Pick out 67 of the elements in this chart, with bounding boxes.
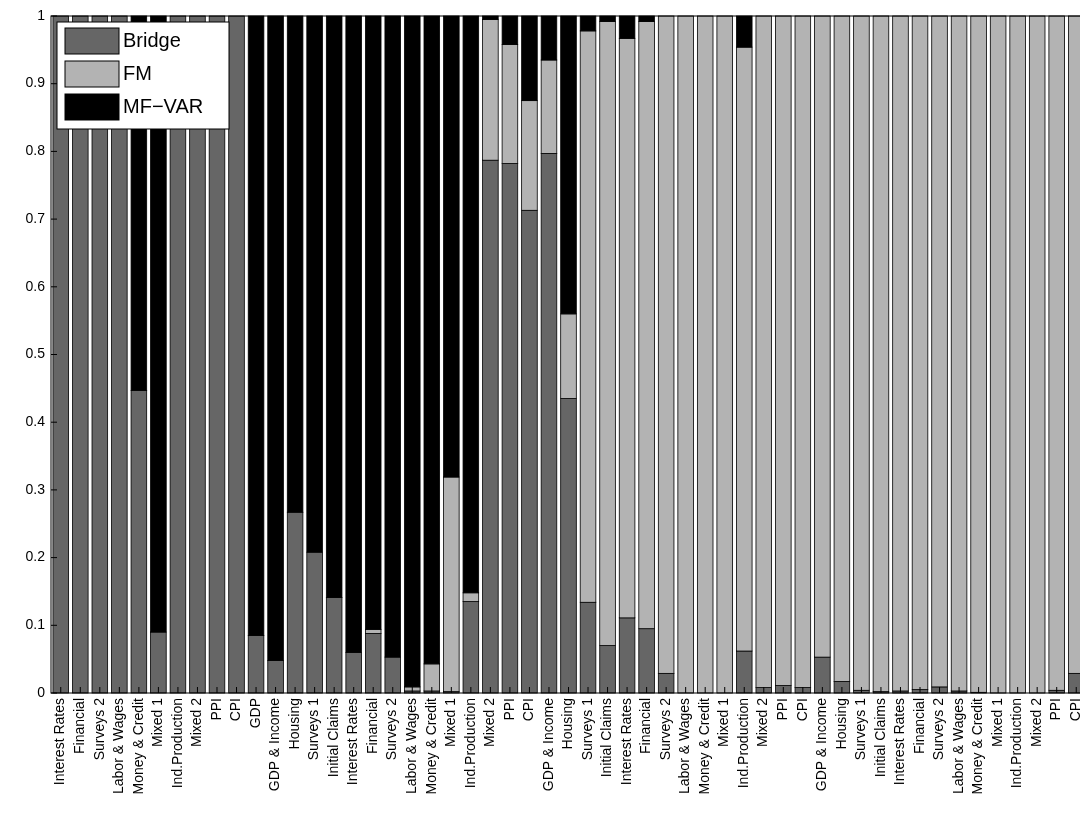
y-tick-label: 0.8 (25, 142, 46, 159)
x-tick-label: Financial (71, 698, 87, 755)
y-tick-label: 0.1 (25, 616, 46, 632)
x-tick-label: Mixed 1 (149, 697, 166, 748)
x-tick-label: Financial (910, 698, 927, 755)
x-tick-label: PPI (207, 698, 224, 721)
x-tick-label: Labor & Wages (402, 698, 419, 794)
x-tick-label: Mixed 2 (1027, 697, 1044, 748)
x-tick-label: Initial Claims (324, 698, 341, 778)
y-tick-label: 0.3 (25, 480, 46, 497)
x-tick-label: Mixed 2 (754, 697, 771, 748)
x-tick-label: Ind.Production (734, 698, 751, 789)
x-tick-label: PPI (1047, 698, 1064, 721)
x-tick-label: Financial (363, 698, 380, 755)
x-tick-label: Financial (637, 698, 654, 755)
x-tick-label: Surveys 2 (90, 697, 107, 761)
x-tick-label: Labor & Wages (110, 698, 127, 794)
x-tick-label: Surveys 2 (383, 697, 400, 761)
y-tick-label: 0.4 (25, 412, 46, 429)
x-tick-label: GDP & Income (813, 697, 830, 792)
y-tick-label: 0.6 (25, 277, 46, 294)
x-tick-label: Surveys 2 (656, 697, 673, 761)
legend-label: MF−VAR (123, 95, 204, 118)
x-tick-label: CPI (520, 698, 537, 722)
x-tick-label: Initial Claims (871, 698, 888, 778)
y-tick-label: 0.7 (25, 209, 46, 226)
y-tick-label: 0 (37, 683, 46, 700)
x-tick-label: Surveys 1 (852, 697, 869, 761)
x-tick-label: Surveys 1 (578, 697, 595, 761)
x-tick-label: PPI (500, 698, 517, 721)
x-tick-label: Labor & Wages (676, 698, 693, 794)
x-tick-label: Ind.Production (1008, 698, 1025, 789)
x-tick-label: Initial Claims (598, 698, 615, 778)
x-tick-label: Surveys 2 (930, 697, 947, 761)
x-tick-label: Mixed 1 (988, 697, 1005, 748)
x-tick-label: Money & Credit (695, 697, 712, 795)
x-tick-label: Money & Credit (969, 697, 986, 795)
y-tick-label: 0.9 (25, 74, 46, 91)
x-tick-label: Housing (559, 698, 576, 750)
x-tick-label: Mixed 2 (481, 697, 498, 748)
x-tick-label: CPI (227, 698, 244, 722)
x-tick-label: PPI (774, 698, 791, 721)
x-tick-label: CPI (1066, 698, 1080, 722)
x-tick-label: Interest Rates (344, 698, 361, 786)
x-tick-label: Ind.Production (461, 698, 478, 789)
x-tick-label: GDP & Income (539, 697, 556, 792)
x-tick-label: Mixed 1 (442, 697, 459, 748)
x-tick-label: GDP (246, 698, 263, 729)
x-tick-label: Labor & Wages (949, 698, 966, 794)
x-tick-label: Money & Credit (422, 697, 439, 795)
legend-label: Bridge (123, 29, 181, 52)
x-tick-label: Surveys 1 (305, 697, 322, 761)
x-tick-label: Housing (832, 698, 849, 750)
x-tick-label: Money & Credit (129, 697, 146, 795)
x-tick-label: Interest Rates (891, 698, 908, 786)
x-tick-label: Interest Rates (51, 698, 68, 786)
x-tick-label: CPI (793, 698, 810, 722)
x-tick-label: Interest Rates (617, 698, 634, 786)
y-tick-label: 0.5 (25, 345, 46, 362)
legend-label: FM (123, 62, 152, 85)
x-tick-label: Mixed 1 (715, 697, 732, 748)
x-tick-label: Mixed 2 (188, 697, 205, 748)
y-tick-label: 0.2 (25, 548, 46, 565)
y-tick-label: 1 (37, 6, 46, 23)
x-tick-label: GDP & Income (266, 697, 283, 792)
x-tick-label: Ind.Production (168, 698, 185, 789)
x-tick-label: Housing (285, 698, 302, 750)
